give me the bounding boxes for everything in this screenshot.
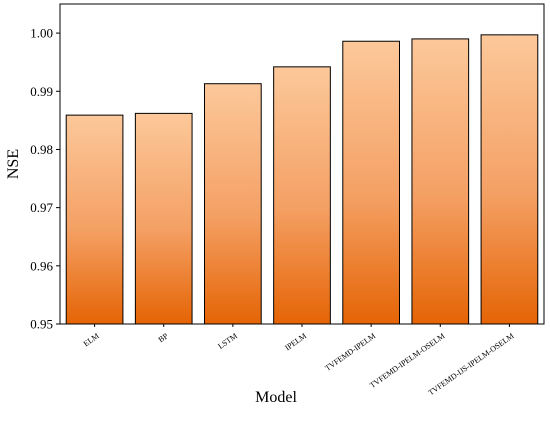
bar-tvfemd-ipelm: [342, 40, 400, 325]
y-tick-label: 0.99: [30, 84, 53, 99]
bar-ipelm: [273, 66, 331, 325]
x-category-label: TVFEMD-IPELM: [323, 331, 377, 373]
x-category-label: IPELM: [283, 331, 308, 352]
bars-layer: [65, 34, 539, 325]
y-tick-label: 0.98: [30, 142, 53, 157]
y-tick-label: 0.97: [30, 200, 53, 215]
bar-tvfemd-ijs-ipelm-oselm: [480, 34, 539, 325]
y-axis-title: NSE: [5, 149, 22, 179]
x-category-label: LSTM: [216, 331, 239, 351]
bar-tvfemd-ipelm-oselm: [411, 38, 470, 325]
y-tick-label: 0.95: [30, 317, 53, 332]
y-tick-label: 0.96: [30, 258, 53, 273]
x-category-label: BP: [157, 331, 171, 344]
bar-lstm: [204, 83, 262, 325]
x-axis: ELM BP LSTM IPELM TVFEMD-IPELMTVFEMD-IPELM-O…: [82, 324, 516, 397]
y-tick-label: 1.00: [30, 26, 53, 41]
x-category-label: ELM: [82, 331, 101, 348]
x-category-label: TVFEMD-IPELM-OSELM: [368, 331, 446, 390]
x-axis-title: Model: [255, 389, 297, 406]
bar-elm: [65, 114, 124, 325]
bar-bp: [134, 112, 193, 325]
y-axis: 0.95 0.96 0.97 0.98 0.99 1.00: [30, 26, 60, 332]
